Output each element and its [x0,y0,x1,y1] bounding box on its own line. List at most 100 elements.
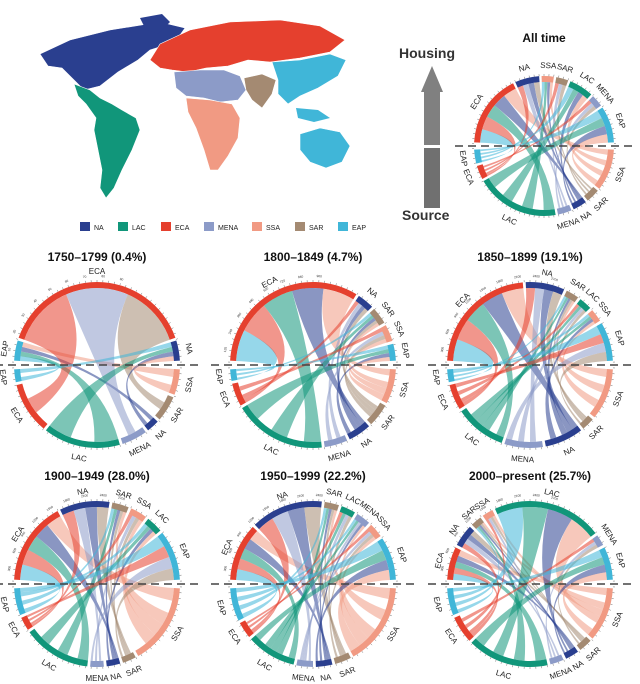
housing-arc-eca [447,282,524,361]
axis-tick [51,292,54,295]
axis-tick [370,424,373,427]
axis-tick [289,444,291,447]
source-arc-mena [296,659,313,667]
source-arc-ssa [588,588,613,639]
flow-ribbon [22,342,174,378]
axis-tick [470,522,473,525]
axis-tick [162,531,165,534]
axis-tick [42,647,44,650]
axis-tick [391,609,394,611]
axis-tick [239,406,242,408]
flow-ribbon [506,342,606,440]
housing-arc-sar [369,308,385,326]
axis-tick [267,292,270,295]
axis-tick [351,657,354,660]
housing-label-eap: EAP [613,329,626,347]
axis-tick [125,661,127,664]
tick-label: 300 [7,565,12,571]
flow-ribbon [347,322,389,389]
axis-tick [158,639,161,642]
source-label-ssa: SSA [613,165,627,184]
axis-tick [140,654,143,657]
housing-arc-ssa [587,310,601,324]
axis-tick [249,639,252,642]
axis-tick [595,415,598,418]
axis-tick [495,659,497,662]
axis-tick [67,661,69,664]
flow-ribbon [547,298,571,436]
source-arc-eca [232,382,246,406]
map-region-EAP-islands [296,108,330,122]
housing-arc-eap [599,547,613,580]
flow-ribbon [20,351,119,442]
axis-tick [514,80,516,83]
axis-tick [598,630,601,632]
flow-ribbon [485,85,529,175]
axis-tick [523,213,525,216]
axis-tick [453,546,456,548]
axis-tick [389,614,392,617]
panel-title: 1850–1899 (19.1%) [477,250,582,264]
flow-ribbon [49,346,173,438]
axis-tick [456,322,459,324]
axis-tick [514,209,516,212]
source-label-ssa: SSA [169,624,185,643]
axis-tick [595,97,598,100]
source-label: Source [402,207,450,223]
source-arc-mena [323,435,348,448]
axis-tick [608,557,611,559]
axis-tick [583,518,585,521]
source-label-eap: EAP [0,596,11,614]
axis-tick [341,442,343,445]
axis-tick [506,283,508,286]
axis-tick [236,327,239,329]
axis-tick [598,411,601,413]
axis-tick [26,630,29,632]
housing-arc-lac [144,518,161,535]
axis-tick [500,661,502,664]
axis-tick [389,332,392,335]
axis-tick [384,541,387,543]
legend-label-eap: EAP [352,225,366,232]
axis-tick [18,395,21,398]
housing-arc-na [515,76,540,88]
axis-tick [558,285,560,288]
flow-ribbon [559,351,607,424]
axis-tick [558,504,560,507]
source-label-lac: LAC [40,658,58,674]
source-arc-lac [29,628,88,667]
axis-tick [234,614,237,617]
flow-ribbon [528,82,581,200]
axis-tick [456,625,459,627]
axis-tick [466,526,469,529]
housing-arc-ssa [482,510,496,521]
tick-label: 1500 [479,286,487,293]
axis-tick [497,90,500,93]
axis-tick [374,639,377,642]
axis-tick [608,390,611,392]
axis-tick [484,292,487,295]
flow-ribbon [557,84,590,193]
axis-tick [506,502,508,505]
source-label-eca: ECA [218,390,233,409]
source-label-mena: MENA [327,448,352,463]
axis-tick [145,296,148,298]
axis-tick [601,541,604,543]
axis-tick [451,614,454,617]
housing-label-eap: EAP [0,340,11,357]
tick-label: 900 [453,531,459,538]
axis-tick [573,292,576,295]
axis-tick [62,440,64,443]
axis-tick [608,338,611,340]
axis-tick [56,438,59,441]
source-label-sar: SAR [592,195,610,213]
axis-tick [73,283,75,286]
axis-tick [37,643,40,646]
source-arc-na [544,425,582,447]
source-label-lac: LAC [70,452,87,464]
axis-tick [253,522,256,525]
axis-tick [578,515,581,517]
housing-label-na: NA [76,486,89,497]
flow-ribbon [28,536,90,661]
housing-arc-eca [18,281,176,340]
